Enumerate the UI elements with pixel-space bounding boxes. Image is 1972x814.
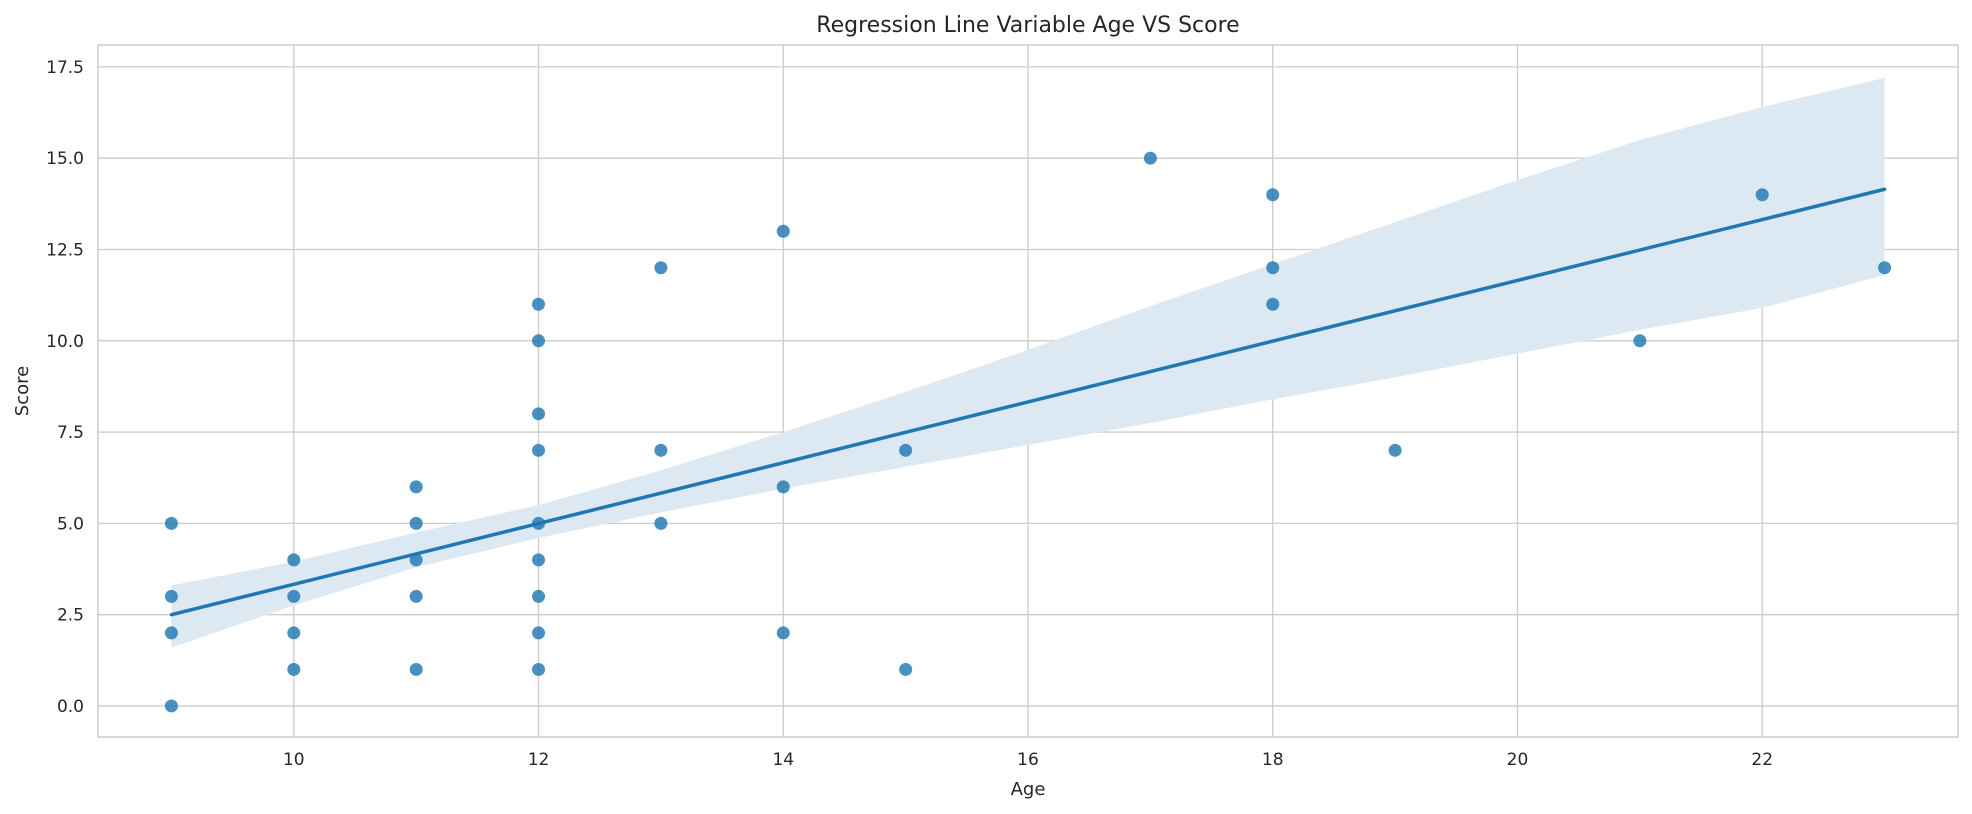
data-point: [532, 626, 546, 640]
chart-title: Regression Line Variable Age VS Score: [816, 13, 1239, 38]
y-tick-label: 15.0: [46, 149, 84, 169]
data-point: [409, 662, 423, 676]
data-point: [1266, 261, 1280, 275]
data-point: [776, 480, 790, 494]
data-point: [287, 626, 301, 640]
x-tick-label: 20: [1507, 750, 1529, 770]
y-tick-label: 7.5: [57, 423, 84, 443]
confidence-band: [171, 77, 1885, 648]
data-point: [409, 589, 423, 603]
data-point: [164, 589, 178, 603]
data-point: [1878, 261, 1892, 275]
data-point: [1266, 188, 1280, 202]
data-point: [1266, 297, 1280, 311]
x-tick-label: 12: [528, 750, 550, 770]
data-point: [532, 589, 546, 603]
x-tick-label: 10: [283, 750, 305, 770]
data-point: [532, 516, 546, 530]
y-tick-label: 5.0: [57, 514, 84, 534]
data-point: [287, 589, 301, 603]
x-tick-label: 18: [1262, 750, 1284, 770]
y-axis-label: Score: [12, 366, 33, 416]
y-tick-label: 10.0: [46, 332, 84, 352]
data-point: [1143, 151, 1157, 165]
data-point: [532, 443, 546, 457]
regression-line: [169, 187, 1887, 617]
y-tick-label: 17.5: [46, 58, 84, 78]
x-tick-label: 14: [772, 750, 794, 770]
x-axis-label: Age: [1011, 779, 1046, 800]
y-tick-label: 12.5: [46, 240, 84, 260]
data-point: [409, 516, 423, 530]
scatter-points-layer: [164, 151, 1892, 713]
data-point: [654, 261, 668, 275]
y-tick-labels: 0.0 2.5 5.0 7.5 10.0 12.5 15.0 17.5: [46, 58, 84, 717]
data-point: [287, 553, 301, 567]
data-point: [1388, 443, 1402, 457]
data-point: [532, 662, 546, 676]
data-point: [287, 662, 301, 676]
data-point: [532, 297, 546, 311]
x-tick-labels: 10 12 14 16 18 20 22: [283, 750, 1773, 770]
data-point: [1633, 334, 1647, 348]
data-point: [899, 662, 913, 676]
data-point: [1755, 188, 1769, 202]
plot-frame: [97, 44, 1959, 738]
data-point: [532, 553, 546, 567]
data-point: [776, 626, 790, 640]
data-point: [164, 626, 178, 640]
data-point: [776, 224, 790, 238]
regression-line-layer: [169, 187, 1887, 617]
data-point: [409, 553, 423, 567]
data-point: [654, 516, 668, 530]
data-point: [164, 516, 178, 530]
x-tick-label: 16: [1017, 750, 1039, 770]
data-point: [532, 334, 546, 348]
data-point: [654, 443, 668, 457]
y-tick-label: 2.5: [57, 606, 84, 626]
data-point: [899, 443, 913, 457]
x-tick-label: 22: [1751, 750, 1773, 770]
confidence-band-layer: [171, 77, 1885, 648]
data-point: [532, 407, 546, 421]
data-point: [164, 699, 178, 713]
y-tick-label: 0.0: [57, 697, 84, 717]
data-point: [409, 480, 423, 494]
